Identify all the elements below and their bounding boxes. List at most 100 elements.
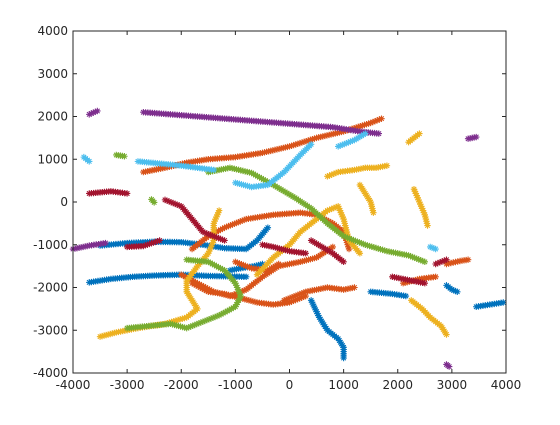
data-point (441, 257, 448, 264)
series-2 (307, 297, 347, 362)
data-point (240, 287, 248, 294)
series-29 (113, 151, 128, 160)
data-point (432, 260, 439, 268)
data-point (246, 264, 253, 271)
data-point (298, 294, 305, 301)
data-point (310, 302, 318, 310)
data-point (202, 284, 209, 291)
y-tick-label: -4000 (33, 366, 68, 380)
data-point (300, 138, 308, 146)
data-point (258, 175, 265, 182)
data-point (277, 186, 285, 193)
data-point (214, 211, 221, 219)
data-point (217, 311, 225, 318)
data-point (411, 188, 419, 195)
data-point (150, 239, 157, 246)
data-point (169, 199, 177, 207)
data-point (102, 239, 109, 247)
data-point (417, 257, 424, 264)
data-point (285, 191, 293, 198)
data-point (242, 262, 249, 270)
x-tick-label: 0 (286, 378, 294, 392)
data-point (200, 283, 207, 290)
data-point (256, 174, 263, 181)
data-point (417, 200, 424, 208)
y-tick-label: 0 (60, 195, 68, 209)
x-tick-label: 4000 (491, 378, 522, 392)
data-point (340, 354, 347, 362)
data-point (438, 258, 446, 265)
data-point (330, 204, 338, 212)
data-point (345, 245, 353, 253)
data-point (244, 263, 251, 270)
data-point (221, 267, 228, 274)
data-point (345, 243, 352, 251)
data-point (367, 119, 374, 127)
data-point (324, 207, 331, 214)
data-point (298, 139, 306, 146)
data-point (337, 142, 344, 149)
data-point (201, 317, 209, 325)
data-point (335, 143, 342, 150)
data-point (156, 237, 163, 244)
data-point (215, 227, 222, 235)
data-point (215, 207, 223, 214)
data-point (211, 313, 219, 321)
data-point (203, 230, 211, 237)
data-point (248, 169, 255, 177)
data-point (362, 241, 369, 248)
data-point (209, 239, 217, 246)
data-point (179, 315, 186, 322)
data-point (329, 243, 336, 251)
data-point (428, 244, 436, 251)
data-point (332, 203, 340, 211)
y-tick-label: -2000 (33, 281, 68, 295)
data-point (378, 115, 385, 122)
data-point (167, 199, 175, 206)
data-point (339, 213, 346, 221)
data-point (376, 116, 383, 123)
data-point (359, 122, 366, 129)
data-point (418, 203, 425, 210)
series-27 (123, 256, 244, 332)
data-point (213, 213, 220, 221)
series-25 (464, 133, 480, 142)
data-point (174, 316, 182, 324)
data-point (290, 293, 298, 300)
data-point (204, 285, 211, 292)
data-point (307, 141, 315, 148)
data-point (415, 256, 422, 263)
series-10 (280, 284, 358, 304)
data-point (416, 198, 423, 206)
data-point (434, 259, 442, 267)
data-point (217, 235, 224, 243)
data-point (224, 307, 231, 315)
series-22 (140, 109, 383, 137)
data-point (183, 324, 190, 332)
data-point (354, 238, 361, 245)
data-point (209, 260, 216, 268)
data-point (296, 295, 303, 302)
data-point (152, 238, 159, 246)
x-tick-label: 3000 (437, 378, 468, 392)
data-point (332, 169, 340, 177)
series-19 (405, 130, 423, 146)
data-point (341, 140, 348, 148)
data-point (259, 260, 266, 268)
data-point (360, 240, 367, 248)
data-point (228, 305, 235, 313)
data-point (328, 205, 335, 213)
data-point (148, 240, 155, 247)
data-point (185, 324, 192, 331)
data-point (234, 259, 241, 266)
x-tick-label: -2000 (164, 378, 199, 392)
data-point (311, 135, 318, 142)
data-point (206, 286, 213, 293)
data-point (254, 172, 261, 180)
series-38 (134, 158, 217, 174)
data-point (436, 259, 444, 266)
data-point (352, 237, 359, 245)
data-point (281, 188, 289, 196)
data-point (215, 263, 222, 271)
data-point (207, 243, 215, 251)
